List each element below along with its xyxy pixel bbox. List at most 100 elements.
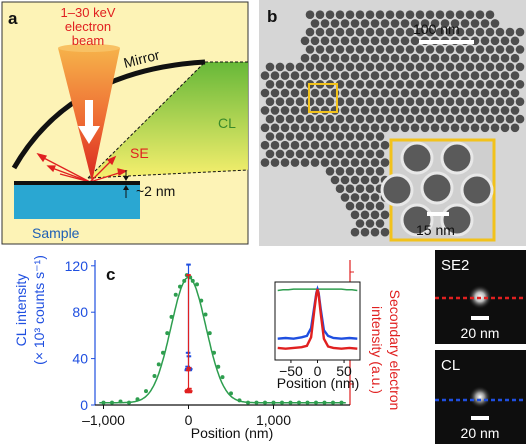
nanoparticle bbox=[400, 123, 410, 133]
nanoparticle bbox=[285, 62, 295, 72]
nanoparticle bbox=[335, 27, 345, 37]
nanoparticle bbox=[495, 62, 505, 72]
se2-label: SE2 bbox=[441, 257, 469, 274]
beam-text-2: electron bbox=[65, 19, 111, 34]
cl-data-point bbox=[127, 400, 131, 405]
nanoparticle bbox=[495, 97, 505, 106]
nanoparticle bbox=[465, 80, 475, 89]
nanoparticle bbox=[350, 140, 360, 150]
nanoparticle bbox=[270, 71, 280, 80]
nanoparticle bbox=[465, 10, 475, 19]
nanoparticle bbox=[365, 201, 375, 211]
se-red-point bbox=[190, 390, 193, 393]
nanoparticle bbox=[395, 27, 405, 37]
nanoparticle bbox=[440, 106, 450, 115]
nanoparticle bbox=[450, 53, 460, 63]
nanoparticle bbox=[510, 123, 520, 133]
cl-data-point bbox=[188, 275, 193, 280]
nanoparticle bbox=[375, 45, 385, 54]
nanoparticle bbox=[365, 167, 375, 176]
nanoparticle bbox=[330, 140, 340, 150]
nanoparticle bbox=[475, 45, 485, 54]
nanoparticle bbox=[355, 114, 365, 124]
nanoparticle bbox=[300, 88, 310, 98]
se-blue-point bbox=[188, 263, 191, 266]
nanoparticle bbox=[320, 123, 330, 133]
nanoparticle bbox=[490, 19, 500, 28]
nanoparticle bbox=[270, 140, 280, 150]
nanoparticle bbox=[385, 45, 395, 54]
nanoparticle bbox=[285, 132, 295, 141]
nanoparticle bbox=[350, 193, 360, 202]
nanoparticle bbox=[360, 36, 370, 46]
nanoparticle bbox=[355, 10, 365, 19]
nanoparticle bbox=[515, 45, 525, 54]
nanoparticle bbox=[480, 123, 490, 133]
nanoparticle bbox=[375, 97, 385, 106]
nanoparticle bbox=[355, 201, 365, 211]
nanoparticle bbox=[380, 106, 390, 115]
nanoparticle bbox=[390, 123, 400, 133]
nanoparticle bbox=[340, 88, 350, 98]
nanoparticle bbox=[380, 123, 390, 133]
nanoparticle bbox=[275, 62, 285, 72]
nanoparticle bbox=[305, 62, 315, 72]
nanoparticle bbox=[300, 71, 310, 80]
nanoparticle bbox=[335, 45, 345, 54]
nanoparticle bbox=[405, 62, 415, 72]
nanoparticle bbox=[330, 106, 340, 115]
nanoparticle bbox=[350, 88, 360, 98]
se2-scale-label: 20 nm bbox=[461, 325, 500, 341]
nanoparticle bbox=[370, 227, 380, 237]
nanoparticle bbox=[470, 19, 480, 28]
nanoparticle bbox=[320, 71, 330, 80]
nanoparticle bbox=[315, 27, 325, 37]
nanoparticle bbox=[335, 62, 345, 72]
cl-data-point bbox=[178, 284, 182, 289]
nanoparticle bbox=[450, 71, 460, 80]
ylabel-left-1: CL intensity bbox=[13, 274, 29, 347]
nanoparticle bbox=[445, 45, 455, 54]
nanoparticle bbox=[455, 27, 465, 37]
nanoparticle bbox=[390, 106, 400, 115]
nanoparticle bbox=[320, 53, 330, 63]
nanoparticle bbox=[405, 97, 415, 106]
nanoparticle bbox=[435, 80, 445, 89]
nanoparticle bbox=[470, 71, 480, 80]
nanoparticle bbox=[370, 53, 380, 63]
se-red-point bbox=[189, 366, 192, 369]
nanoparticle bbox=[295, 149, 305, 159]
nanoparticle bbox=[375, 149, 385, 159]
nanoparticle bbox=[350, 175, 360, 185]
nanoparticle bbox=[325, 45, 335, 54]
nanoparticle bbox=[415, 10, 425, 19]
se-blue-point bbox=[184, 369, 187, 372]
nanoparticle bbox=[380, 227, 390, 237]
nanoparticle bbox=[500, 88, 510, 98]
nanoparticle bbox=[490, 71, 500, 80]
cl-data-point bbox=[339, 400, 344, 405]
nanoparticle bbox=[370, 106, 380, 115]
nanoparticle bbox=[405, 27, 415, 37]
se2-image: SE2 20 nm bbox=[435, 250, 526, 344]
nanoparticle bbox=[355, 27, 365, 37]
nanoparticle bbox=[425, 10, 435, 19]
se-red-point bbox=[190, 391, 193, 394]
cl-data-point bbox=[169, 314, 174, 319]
se-red-point bbox=[186, 366, 189, 369]
nanoparticle bbox=[275, 97, 285, 106]
nanoparticle bbox=[460, 88, 470, 98]
nanoparticle bbox=[510, 36, 520, 46]
nanoparticle bbox=[400, 53, 410, 63]
cl-data-point bbox=[271, 400, 276, 405]
nanoparticle bbox=[340, 140, 350, 150]
nanoparticle bbox=[270, 106, 280, 115]
nanoparticle bbox=[365, 10, 375, 19]
cl-data-point bbox=[246, 400, 250, 405]
nanoparticle bbox=[340, 193, 350, 202]
nanoparticle bbox=[500, 123, 510, 133]
nanoparticle bbox=[480, 53, 490, 63]
nanoparticle bbox=[505, 114, 515, 124]
nanoparticle bbox=[360, 227, 370, 237]
nanoparticle bbox=[310, 158, 320, 167]
